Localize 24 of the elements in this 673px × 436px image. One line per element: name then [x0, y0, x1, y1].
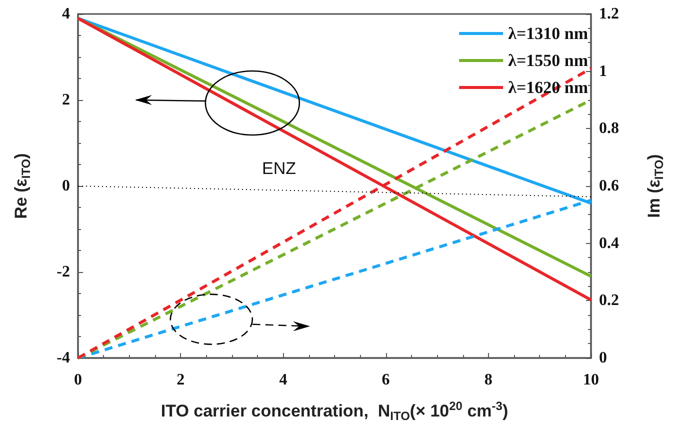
y-axis-title: Re (εITO): [12, 153, 33, 219]
x-tick-label: 8: [484, 372, 492, 388]
y2-tick-label: 1.2: [599, 6, 619, 22]
y-tick-label: 4: [62, 6, 70, 22]
x-tick-label: 6: [382, 372, 390, 388]
legend-label: λ=1620 nm: [508, 78, 588, 97]
y-tick-label: -2: [56, 264, 70, 280]
annotation: ENZ: [262, 159, 296, 178]
x-tick-label: 0: [74, 372, 82, 388]
legend-label: λ=1550 nm: [508, 51, 588, 70]
y2-tick-label: 1: [599, 62, 607, 80]
y2-tick-label: 0.4: [599, 234, 619, 252]
y-tick-label: -4: [56, 350, 70, 366]
y2-tick-label: 0.2: [599, 292, 619, 310]
y2-tick-label: 0: [599, 350, 607, 366]
y2-tick-label: 0.8: [599, 120, 619, 138]
x-tick-label: 10: [583, 372, 599, 388]
x-tick-label: 4: [279, 372, 288, 388]
y-tick-label: 2: [62, 92, 70, 108]
y-tick-label: 0: [62, 178, 70, 194]
legend-label: λ=1310 nm: [508, 24, 588, 43]
y2-tick-label: 0.6: [599, 178, 619, 194]
x-tick-label: 2: [176, 372, 185, 388]
y2-axis-title: Im (εITO): [644, 154, 666, 218]
